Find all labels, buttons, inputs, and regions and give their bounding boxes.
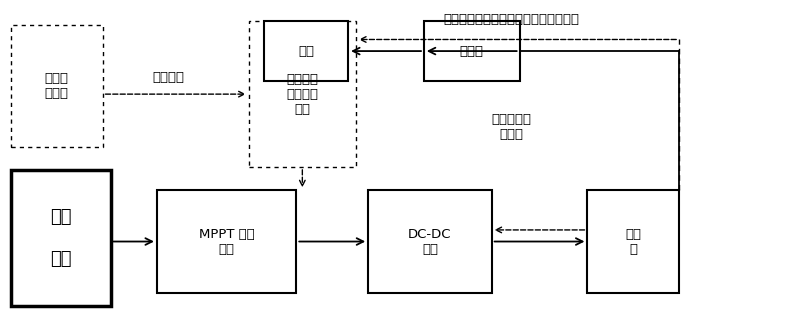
Bar bbox=[157, 190, 296, 293]
Text: 测试环
境温度: 测试环 境温度 bbox=[45, 72, 69, 100]
Text: MPPT 功能
模块: MPPT 功能 模块 bbox=[198, 227, 254, 256]
Text: 组件
串: 组件 串 bbox=[625, 227, 641, 256]
Bar bbox=[249, 21, 356, 167]
Bar bbox=[11, 170, 110, 306]
Bar bbox=[11, 25, 102, 147]
Text: 根据组件串电流，计算辐照与组件温升: 根据组件串电流，计算辐照与组件温升 bbox=[444, 13, 580, 26]
Text: 确定组件输
出电流: 确定组件输 出电流 bbox=[492, 113, 532, 141]
Text: 光伏

组件: 光伏 组件 bbox=[50, 208, 71, 268]
Bar bbox=[587, 190, 679, 293]
Bar bbox=[424, 21, 519, 81]
Bar bbox=[368, 190, 492, 293]
Text: 逆变器: 逆变器 bbox=[460, 44, 484, 57]
Text: DC-DC
模块: DC-DC 模块 bbox=[408, 227, 452, 256]
Text: 温度系数: 温度系数 bbox=[153, 71, 185, 84]
Text: 电网: 电网 bbox=[298, 44, 314, 57]
Text: 计算组件
工作电压
范围: 计算组件 工作电压 范围 bbox=[286, 72, 318, 116]
Bar bbox=[265, 21, 348, 81]
